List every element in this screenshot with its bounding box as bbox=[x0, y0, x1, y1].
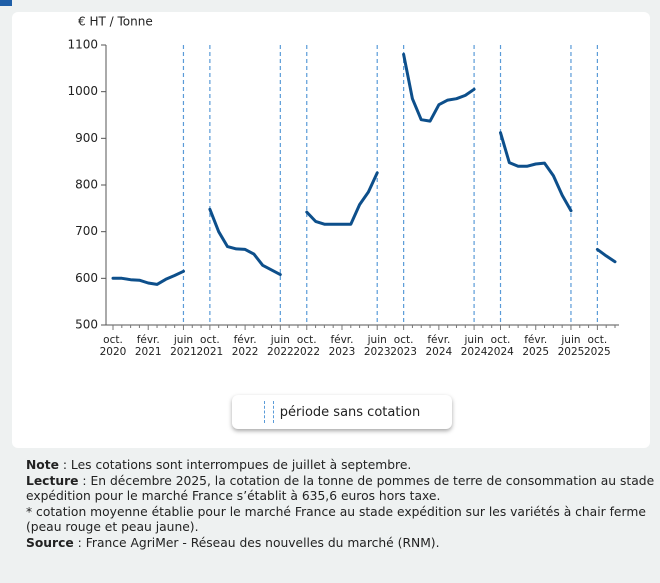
x-tick-label: févr. 2023 bbox=[328, 334, 356, 358]
note-label: Note bbox=[26, 458, 59, 472]
note: Lecture : En décembre 2025, la cotation … bbox=[26, 474, 656, 505]
data-line bbox=[111, 52, 617, 286]
x-tick-label: oct. 2022 bbox=[293, 334, 321, 358]
y-tick-label: 700 bbox=[75, 224, 98, 238]
note-text: : Les cotations sont interrompues de jui… bbox=[58, 458, 412, 472]
y-tick-label: 600 bbox=[75, 271, 98, 285]
x-tick-label: févr. 2022 bbox=[231, 334, 259, 358]
note: * cotation moyenne établie pour le march… bbox=[26, 505, 656, 536]
y-tick-label: 1100 bbox=[67, 38, 98, 52]
note: Note : Les cotations sont interrompues d… bbox=[26, 458, 656, 474]
chart-panel bbox=[12, 12, 650, 448]
y-tick-label: 500 bbox=[75, 318, 98, 332]
legend-symbol bbox=[263, 401, 274, 423]
y-tick-label: 900 bbox=[75, 131, 98, 145]
note-text: : France AgriMer - Réseau des nouvelles … bbox=[73, 535, 440, 550]
x-tick-label: juin 2024 bbox=[460, 334, 488, 358]
x-tick-label: oct. 2024 bbox=[487, 334, 514, 358]
notes: Note : Les cotations sont interrompues d… bbox=[26, 458, 656, 551]
x-tick-label: juin 2023 bbox=[363, 334, 391, 358]
x-tick-label: oct. 2023 bbox=[390, 334, 417, 358]
x-tick-label: juin 2022 bbox=[266, 334, 294, 358]
note: Source : France AgriMer - Réseau des nou… bbox=[26, 536, 656, 552]
y-tick-label: 800 bbox=[75, 178, 98, 192]
note-text: * cotation moyenne établie pour le march… bbox=[26, 504, 646, 535]
legend-label: période sans cotation bbox=[279, 404, 421, 420]
x-tick-label: oct. 2025 bbox=[584, 334, 611, 358]
x-tick-label: févr. 2024 bbox=[425, 334, 453, 358]
x-tick-label: juin 2025 bbox=[557, 334, 585, 358]
x-tick-label: juin 2021 bbox=[170, 334, 197, 358]
x-tick-label: févr. 2021 bbox=[134, 334, 162, 358]
x-tick-label: oct. 2021 bbox=[196, 334, 224, 358]
x-tick-label: oct. 2020 bbox=[99, 334, 127, 358]
legend: période sans cotation bbox=[232, 395, 452, 429]
x-tick-label: févr. 2025 bbox=[522, 334, 550, 358]
y-tick-label: 1000 bbox=[67, 84, 98, 98]
note-label: Lecture bbox=[26, 473, 79, 488]
header-accent bbox=[0, 0, 12, 6]
y-axis-label: € HT / Tonne bbox=[78, 15, 153, 29]
note-label: Source bbox=[26, 535, 74, 550]
note-text: : En décembre 2025, la cotation de la to… bbox=[26, 473, 655, 504]
